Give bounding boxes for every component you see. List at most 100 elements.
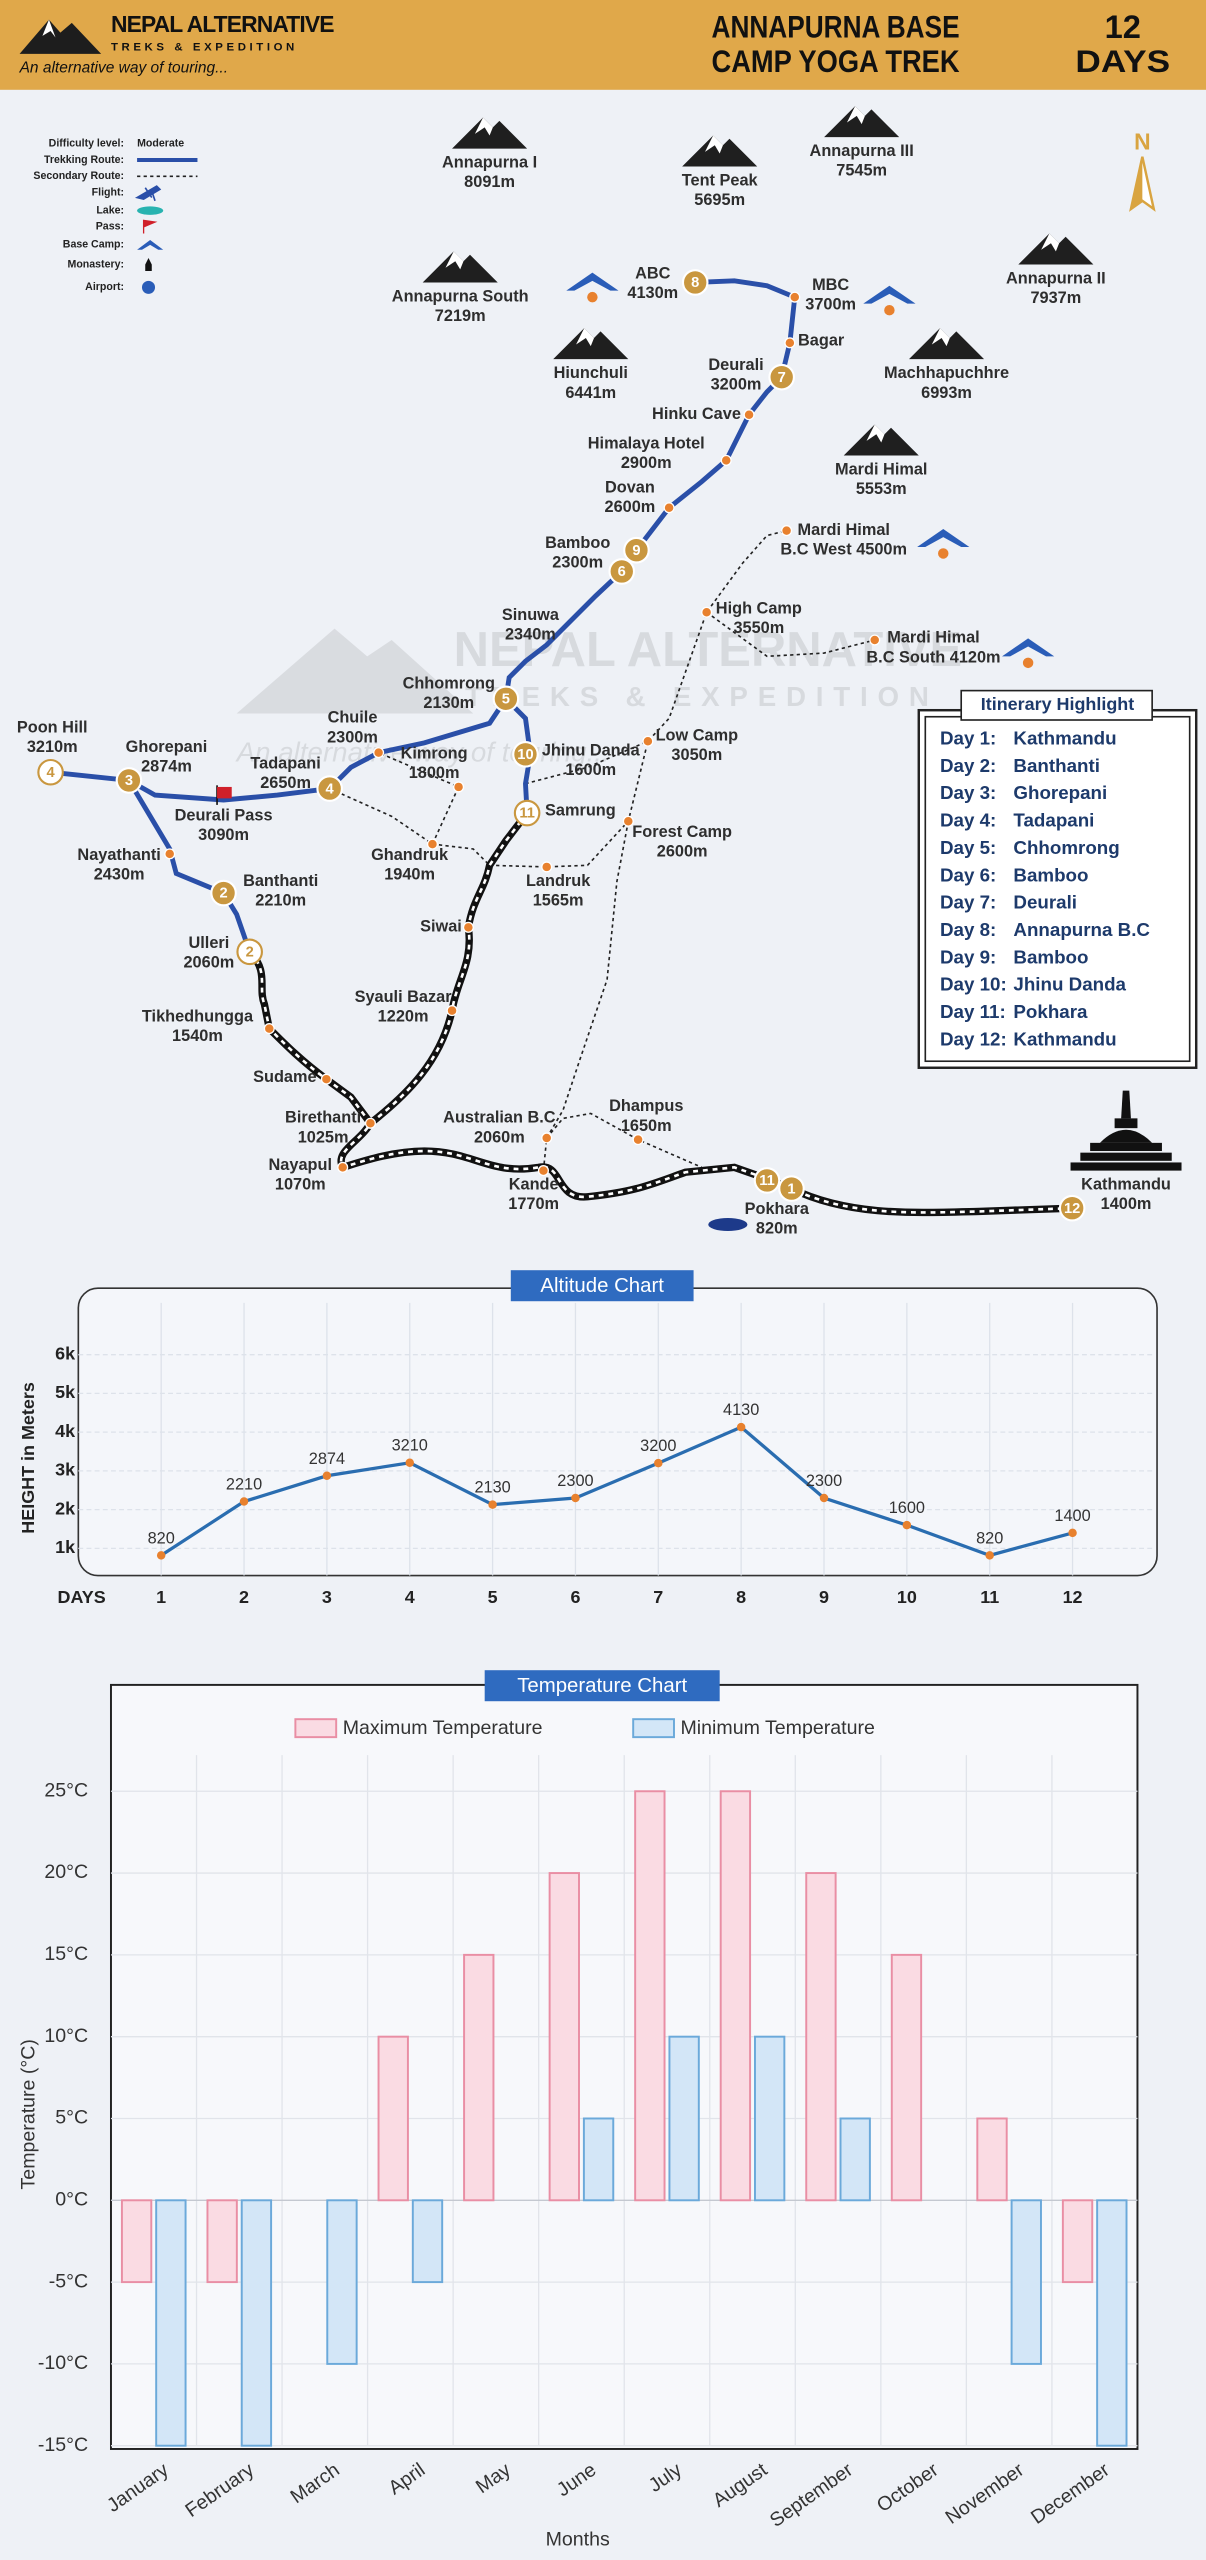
legend-label: Monastery: [68, 258, 125, 270]
stupa [1070, 1090, 1182, 1171]
legend-icon [137, 206, 164, 215]
day-marker [37, 758, 64, 786]
day-marker [768, 363, 795, 391]
peak-altitude: 8091m [464, 173, 515, 191]
day-marker-label: 9 [632, 543, 640, 559]
altitude-point [239, 1497, 249, 1506]
bar [411, 2199, 444, 2284]
place-label: 1565m [533, 892, 584, 910]
day-marker [753, 1167, 781, 1194]
place-label: 2210m [255, 892, 306, 910]
secondary-route [525, 740, 649, 785]
place-label: Chuile [328, 709, 378, 727]
place-label: Chhomrong [403, 674, 495, 692]
bar [120, 2199, 153, 2284]
place-label: Kathmandu [1081, 1176, 1171, 1194]
place-label: Forest Camp [632, 823, 732, 841]
day-marker [492, 685, 520, 713]
day-marker-label: 5 [502, 691, 510, 707]
peak-snow [474, 117, 493, 136]
data-label: 2300 [557, 1472, 593, 1490]
bar [1096, 2199, 1128, 2447]
itinerary-place: Kathmandu [1013, 728, 1116, 749]
place-dot [373, 747, 385, 759]
watermark-logo [236, 628, 474, 714]
altitude-point [571, 1493, 580, 1503]
place-label: Nayathanti [77, 846, 160, 864]
x-axis-label: DAYS [58, 1587, 106, 1607]
place-label: Ghorepani [126, 738, 208, 756]
peak-altitude: 6993m [921, 384, 972, 402]
place-dot [701, 606, 713, 618]
secondary-route [432, 843, 491, 866]
peak-altitude: 5553m [856, 480, 907, 498]
logo [19, 19, 102, 54]
place-label: Bamboo [545, 534, 610, 552]
itinerary-place: Bamboo [1013, 946, 1088, 967]
place-label: Kande [509, 1176, 559, 1194]
x-tick-label: 3 [322, 1587, 332, 1607]
base-camp-dot [938, 548, 949, 559]
logo-snow [42, 19, 56, 38]
legend-label: Lake: [96, 204, 124, 216]
place-label: 3050m [671, 746, 722, 764]
day-marker-label: 4 [326, 781, 335, 797]
base-camp-dot [587, 291, 598, 303]
place-label: Mardi Himal [887, 629, 979, 647]
legend-icon [137, 240, 164, 250]
bar [377, 2035, 409, 2202]
x-tick-label: 11 [980, 1587, 999, 1607]
watermark-sub: TREKS & EXPEDITION [465, 681, 939, 712]
base-camp-icon [863, 285, 916, 304]
bar [155, 2199, 187, 2447]
x-tick-label: 4 [405, 1587, 415, 1607]
place-label: Sudame [253, 1068, 316, 1086]
peak-snow [1041, 233, 1060, 252]
altitude-point [654, 1458, 663, 1468]
place-label: Pokhara [745, 1200, 810, 1218]
place-label: 1940m [384, 865, 435, 883]
legend-swatch [632, 1718, 675, 1739]
place-label: Ulleri [188, 934, 229, 952]
secondary-route [546, 1112, 703, 1169]
itinerary-place: Chhomrong [1013, 837, 1119, 858]
place-label: 2600m [605, 498, 656, 516]
peak-altitude: 7219m [435, 307, 486, 325]
place-label: Birethanti [285, 1109, 361, 1127]
place-label: 1540m [172, 1027, 223, 1045]
place-label: Banthanti [243, 872, 318, 890]
place-dot [164, 848, 176, 860]
place-dot [541, 1132, 553, 1144]
legend: Difficulty level: Moderate Trekking Route:… [33, 137, 198, 294]
place-dot [642, 735, 654, 747]
y-tick-label: 6k [55, 1343, 75, 1363]
day-marker-label: 4 [47, 765, 56, 781]
place-label: 1650m [621, 1117, 672, 1135]
altitude-point [902, 1520, 912, 1530]
data-label: 4130 [723, 1401, 759, 1419]
bar [805, 1872, 837, 2202]
data-label: 820 [148, 1529, 175, 1547]
bar [206, 2199, 238, 2284]
day-marker [316, 775, 343, 802]
brand: NEPAL ALTERNATIVE [111, 11, 335, 37]
itinerary-day: Day 4: [940, 810, 996, 831]
altitude-point [819, 1493, 829, 1503]
place-label: Poon Hill [17, 718, 88, 736]
altitude-point [405, 1458, 414, 1468]
x-tick-label: 1 [156, 1587, 166, 1607]
day-marker-label: 2 [246, 945, 254, 961]
place-dot [784, 337, 796, 349]
itinerary-box [917, 708, 1198, 1069]
place-dot [337, 1161, 349, 1173]
place-label: 2130m [423, 694, 474, 712]
header-band [0, 0, 1206, 90]
altitude-point [322, 1471, 332, 1481]
peak-name: Machhapuchhre [884, 364, 1009, 382]
chart-title: Temperature Chart [517, 1675, 687, 1697]
trekking-route [127, 278, 798, 803]
y-tick-label: -5°C [49, 2270, 88, 2292]
peak-altitude: 7545m [836, 162, 887, 180]
